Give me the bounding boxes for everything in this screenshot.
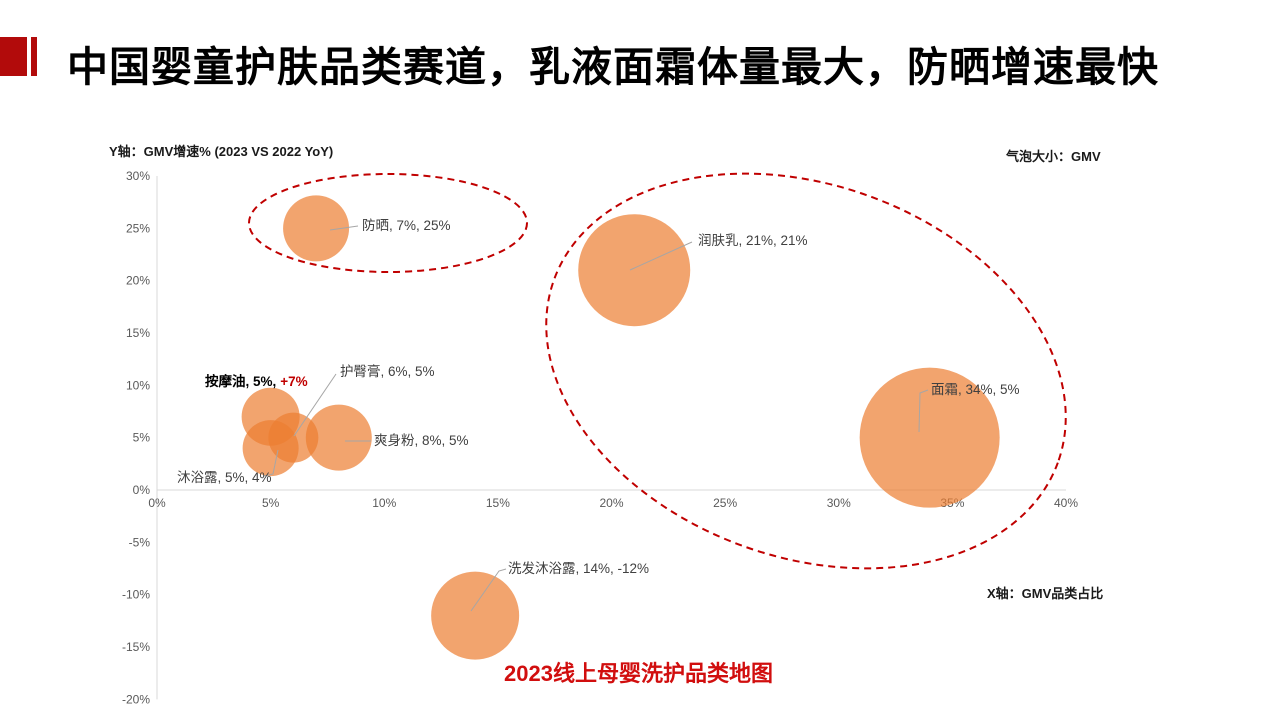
- x-tick-label: 40%: [1054, 496, 1078, 510]
- leader-sunscreen: [329, 225, 359, 231]
- label-body-wash: 沐浴露, 5%, 4%: [177, 470, 272, 485]
- label-sunscreen: 防晒, 7%, 25%: [362, 218, 451, 233]
- bubble-talc-powder: [305, 404, 372, 471]
- leader-face-cream: [918, 389, 929, 433]
- x-tick-label: 10%: [372, 496, 396, 510]
- x-axis-title: X轴：GMV品类占比: [987, 586, 1104, 601]
- y-tick-label: 30%: [126, 169, 150, 183]
- leader-shampoo-bodywash: [470, 568, 507, 612]
- x-tick-label: 0%: [148, 496, 166, 510]
- x-tick-label: 20%: [599, 496, 623, 510]
- leader-body-lotion: [629, 241, 693, 271]
- label-face-cream: 面霜, 34%, 5%: [931, 382, 1020, 397]
- title-accent-bar: [31, 37, 37, 76]
- y-tick-label: 0%: [133, 483, 151, 497]
- bubble-size-legend: 气泡大小：GMV: [1006, 149, 1101, 164]
- y-tick-label: -15%: [122, 640, 150, 654]
- bubble-face-cream: [859, 367, 1000, 508]
- title-accent-block: [0, 37, 27, 76]
- lotion-cream-highlight-ellipse: [545, 172, 1067, 570]
- y-axis-title: Y轴：GMV增速% (2023 VS 2022 YoY): [109, 144, 334, 159]
- slide-title: 中国婴童护肤品类赛道，乳液面霜体量最大，防晒增速最快: [67, 44, 1159, 90]
- bubble-body-lotion: [578, 214, 691, 327]
- x-tick-label: 15%: [486, 496, 510, 510]
- label-talc-powder: 爽身粉, 8%, 5%: [374, 433, 469, 448]
- bubble-sunscreen: [283, 195, 350, 262]
- label-diaper-cream: 护臀膏, 6%, 5%: [340, 363, 435, 379]
- sunscreen-highlight-ellipse: [248, 173, 528, 273]
- chart-caption: 2023线上母婴洗护品类地图: [504, 661, 773, 686]
- leader-diaper-cream: [293, 373, 337, 437]
- leader-body-wash: [263, 449, 279, 477]
- y-tick-label: -20%: [122, 692, 150, 706]
- label-massage-oil: 按摩油, 5%, +7%: [205, 373, 308, 389]
- y-tick-label: 20%: [126, 274, 150, 288]
- x-tick-label: 5%: [262, 496, 280, 510]
- x-tick-label: 25%: [713, 496, 737, 510]
- y-tick-label: -5%: [129, 535, 151, 549]
- y-tick-label: 25%: [126, 221, 150, 235]
- y-tick-label: 15%: [126, 326, 150, 340]
- label-shampoo-bodywash: 洗发沐浴露, 14%, -12%: [508, 561, 649, 576]
- y-tick-label: 10%: [126, 378, 150, 392]
- label-body-lotion: 润肤乳, 21%, 21%: [698, 233, 808, 248]
- y-tick-label: 5%: [133, 431, 151, 445]
- x-tick-label: 30%: [827, 496, 851, 510]
- y-tick-label: -10%: [122, 588, 150, 602]
- bubble-body-wash: [242, 420, 299, 477]
- bubble-shampoo-bodywash: [431, 571, 520, 660]
